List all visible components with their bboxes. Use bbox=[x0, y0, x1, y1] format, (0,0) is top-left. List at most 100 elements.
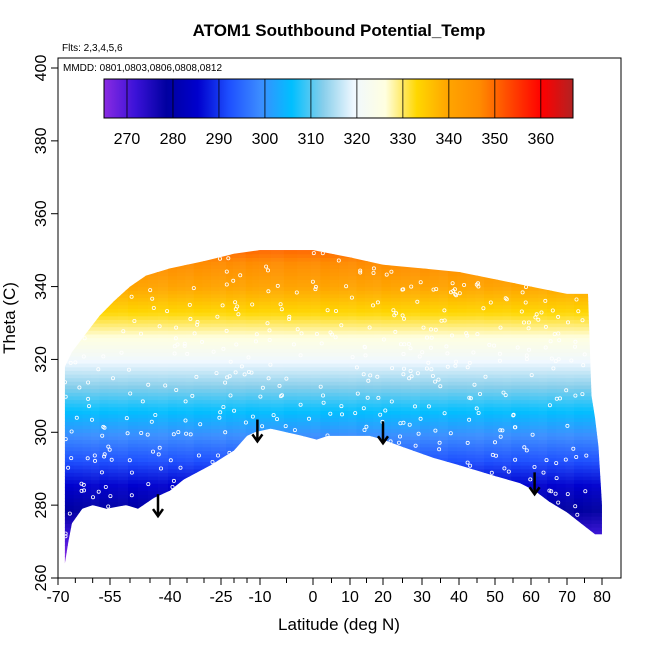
obs-point bbox=[532, 464, 537, 469]
obs-point bbox=[226, 256, 231, 261]
theta-band bbox=[64, 257, 602, 262]
theta-band bbox=[64, 290, 602, 295]
theta-band bbox=[64, 417, 602, 422]
obs-point bbox=[464, 331, 469, 336]
obs-point bbox=[448, 290, 453, 295]
obs-point bbox=[483, 374, 488, 379]
obs-point bbox=[413, 443, 418, 448]
obs-point bbox=[524, 353, 529, 358]
obs-point bbox=[375, 300, 380, 305]
obs-point bbox=[238, 273, 243, 278]
obs-point bbox=[547, 488, 552, 493]
theta-band bbox=[64, 374, 602, 379]
obs-point bbox=[69, 456, 74, 461]
obs-point bbox=[376, 395, 381, 400]
y-tick-label: 280 bbox=[33, 492, 50, 519]
obs-point bbox=[291, 342, 296, 347]
obs-point bbox=[217, 415, 222, 420]
colorbar-tick-label: 360 bbox=[527, 131, 554, 148]
obs-point bbox=[381, 337, 386, 342]
obs-point bbox=[87, 404, 92, 409]
obs-point bbox=[321, 400, 326, 405]
obs-point bbox=[267, 328, 272, 333]
obs-point bbox=[465, 460, 470, 465]
obs-point bbox=[556, 314, 561, 319]
obs-point bbox=[224, 328, 229, 333]
y-tick-label: 320 bbox=[33, 346, 50, 373]
obs-point bbox=[336, 258, 341, 263]
obs-point bbox=[565, 423, 570, 428]
obs-point bbox=[488, 300, 493, 305]
obs-point bbox=[430, 373, 435, 378]
obs-point bbox=[580, 392, 585, 397]
obs-point bbox=[519, 309, 524, 314]
obs-point bbox=[554, 396, 559, 401]
obs-point bbox=[526, 320, 531, 325]
obs-point bbox=[529, 373, 534, 378]
obs-point bbox=[513, 457, 518, 462]
obs-point bbox=[583, 489, 588, 494]
theta-band bbox=[64, 264, 602, 269]
obs-point bbox=[239, 364, 244, 369]
obs-point bbox=[215, 314, 220, 319]
obs-point bbox=[504, 297, 509, 302]
obs-point bbox=[284, 376, 289, 381]
obs-point bbox=[389, 399, 394, 404]
obs-point bbox=[99, 470, 104, 475]
obs-point bbox=[497, 358, 502, 363]
obs-point bbox=[467, 360, 472, 365]
obs-point bbox=[442, 308, 447, 313]
obs-point bbox=[498, 325, 503, 330]
x-tick-label: -10 bbox=[248, 589, 271, 606]
obs-point bbox=[412, 404, 417, 409]
obs-point bbox=[553, 359, 558, 364]
obs-point bbox=[339, 412, 344, 417]
obs-point bbox=[554, 476, 559, 481]
obs-point bbox=[574, 454, 579, 459]
obs-point bbox=[344, 284, 349, 289]
obs-point bbox=[492, 440, 497, 445]
flights-note: Flts: 2,3,4,5,6 bbox=[62, 43, 123, 54]
obs-point bbox=[556, 500, 561, 505]
obs-point bbox=[192, 331, 197, 336]
obs-point bbox=[267, 337, 272, 342]
x-tick-label: -40 bbox=[158, 589, 181, 606]
obs-point bbox=[127, 458, 132, 463]
obs-point bbox=[371, 266, 376, 271]
obs-point bbox=[454, 293, 459, 298]
obs-point bbox=[375, 374, 380, 379]
theta-band bbox=[64, 312, 602, 317]
obs-point bbox=[172, 351, 177, 356]
arrow-head bbox=[376, 435, 390, 446]
theta-band bbox=[64, 355, 602, 360]
obs-point bbox=[362, 427, 367, 432]
obs-point bbox=[431, 287, 436, 292]
obs-point bbox=[103, 484, 108, 489]
obs-point bbox=[236, 312, 241, 317]
obs-point bbox=[445, 364, 450, 369]
x-axis-label: Latitude (deg N) bbox=[278, 615, 400, 634]
plot-frame bbox=[57, 57, 622, 579]
obs-point bbox=[400, 313, 405, 318]
obs-point bbox=[109, 457, 114, 462]
obs-point bbox=[298, 353, 303, 358]
x-tick-label: 10 bbox=[341, 589, 359, 606]
x-tick-label: -70 bbox=[46, 589, 69, 606]
obs-point bbox=[438, 384, 443, 389]
obs-point bbox=[449, 333, 454, 338]
obs-point bbox=[556, 331, 561, 336]
obs-point bbox=[311, 251, 316, 256]
obs-point bbox=[102, 454, 107, 459]
obs-point bbox=[401, 287, 406, 292]
obs-point bbox=[556, 357, 561, 362]
obs-point bbox=[146, 482, 151, 487]
obs-point bbox=[194, 374, 199, 379]
obs-point bbox=[439, 318, 444, 323]
theta-band bbox=[64, 366, 602, 371]
obs-point bbox=[85, 456, 90, 461]
theta-band bbox=[64, 341, 602, 346]
obs-point bbox=[68, 360, 73, 365]
colorbar-tick-label: 310 bbox=[298, 131, 325, 148]
theta-band bbox=[64, 421, 602, 426]
obs-point bbox=[310, 279, 315, 284]
